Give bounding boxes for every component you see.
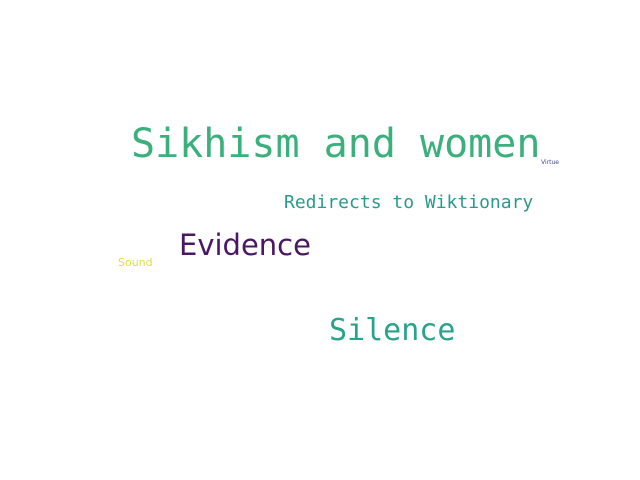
word-sound: Sound bbox=[118, 256, 153, 269]
word-virtue: Virtue bbox=[541, 159, 559, 166]
word-evidence: Evidence bbox=[179, 228, 311, 262]
word-silence: Silence bbox=[329, 313, 456, 348]
word-sikhism-and-women: Sikhism and women bbox=[131, 121, 541, 167]
word-redirects-to-wiktionary: Redirects to Wiktionary bbox=[284, 192, 534, 213]
